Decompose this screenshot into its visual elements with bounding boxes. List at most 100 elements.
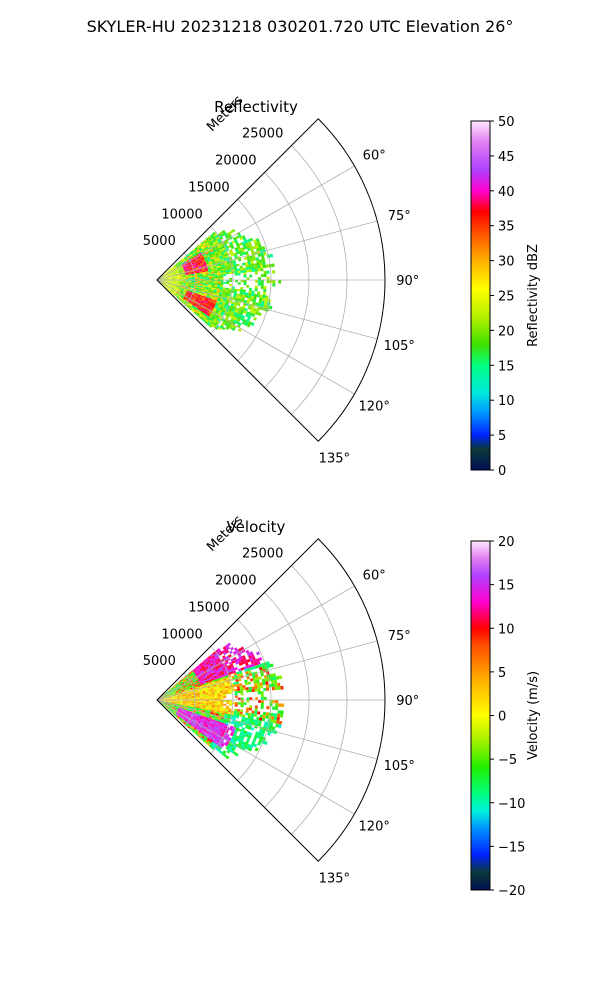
radar-gate xyxy=(177,268,181,271)
radar-gate xyxy=(214,655,219,659)
radar-gate xyxy=(173,686,177,689)
radar-gate xyxy=(188,304,192,307)
radar-gate xyxy=(177,688,181,691)
radar-gate xyxy=(215,302,220,306)
radar-gate xyxy=(223,703,227,706)
radar-gate xyxy=(234,702,238,705)
radar-gate xyxy=(242,243,247,248)
radar-gate xyxy=(248,244,253,248)
radar-gate xyxy=(164,703,168,705)
radar-gate xyxy=(211,691,215,694)
radar-gate xyxy=(164,275,168,277)
radar-gate xyxy=(178,689,182,692)
radar-gate xyxy=(168,702,172,704)
radar-gate xyxy=(240,704,244,708)
radar-gate xyxy=(182,685,186,688)
radar-gate xyxy=(166,286,169,289)
radar-gate xyxy=(184,714,188,717)
radar-gate xyxy=(261,717,266,722)
radar-gate xyxy=(197,683,201,686)
radar-gate xyxy=(218,240,222,244)
radar-gate xyxy=(275,700,279,704)
radar-gate xyxy=(227,263,231,266)
radar-gate xyxy=(228,284,232,287)
radar-gate xyxy=(217,233,221,237)
radar-gate xyxy=(233,682,237,685)
radar-gate xyxy=(249,744,254,749)
radar-gate xyxy=(171,709,175,712)
radar-gate xyxy=(245,746,250,751)
radar-gate xyxy=(190,268,194,271)
radar-gate xyxy=(202,269,206,272)
radar-gate xyxy=(215,254,220,258)
radar-gate xyxy=(203,695,207,698)
radial-tick-label: 20000 xyxy=(215,154,256,169)
radar-gate xyxy=(244,742,249,747)
radar-gate xyxy=(259,262,263,266)
radar-gate xyxy=(228,309,232,313)
radar-gate xyxy=(162,276,166,278)
radar-gate xyxy=(210,290,214,293)
radar-gate xyxy=(255,651,260,656)
radar-gate xyxy=(268,305,273,310)
radar-gate xyxy=(181,294,185,297)
radar-gate xyxy=(185,684,189,687)
radar-gate xyxy=(180,715,184,719)
radar-gate xyxy=(198,258,202,262)
radial-tick-label: 25000 xyxy=(242,127,283,142)
radar-gate xyxy=(176,712,180,715)
radar-gate xyxy=(240,317,245,322)
radar-gate xyxy=(178,714,182,717)
radar-gate xyxy=(161,703,164,706)
radar-gate xyxy=(188,696,192,698)
radar-gate xyxy=(210,688,214,691)
radar-gate xyxy=(228,314,233,319)
radar-gate xyxy=(239,731,244,736)
radar-gate xyxy=(251,689,255,693)
radar-gate xyxy=(182,275,186,277)
radar-gate xyxy=(168,288,171,291)
radar-gate xyxy=(223,725,228,729)
radar-gate xyxy=(168,278,172,280)
colorbar-tick-label: 40 xyxy=(498,185,515,200)
radar-gate xyxy=(168,270,172,273)
radar-gate xyxy=(258,259,263,263)
radar-gate xyxy=(194,246,198,250)
radar-gate xyxy=(209,302,214,305)
radar-gate xyxy=(174,263,178,266)
radar-gate xyxy=(204,299,208,303)
radar-gate xyxy=(271,686,275,691)
radar-gate xyxy=(212,735,216,739)
radar-gate xyxy=(173,692,176,694)
radar-gate xyxy=(202,285,206,287)
radar-gate xyxy=(162,701,166,704)
radar-gate xyxy=(159,697,163,699)
radar-gate xyxy=(207,256,211,260)
radar-gate xyxy=(259,736,264,740)
radar-gate xyxy=(217,280,221,282)
radar-gate xyxy=(204,267,208,270)
radar-gate xyxy=(253,316,257,321)
radar-gate xyxy=(179,694,183,697)
radar-gate xyxy=(173,273,177,276)
radar-gate xyxy=(183,261,187,264)
radial-tick-label: 15000 xyxy=(188,600,229,615)
radar-gate xyxy=(225,707,229,711)
radar-gate xyxy=(189,291,193,294)
radar-gate xyxy=(196,689,200,692)
radar-gate xyxy=(212,303,216,306)
radar-gate xyxy=(194,671,198,675)
radar-gate xyxy=(203,682,207,686)
radar-gate xyxy=(185,692,189,695)
radar-gate xyxy=(260,702,264,706)
radar-gate xyxy=(234,317,238,321)
radar-gate xyxy=(203,684,207,687)
radar-gate xyxy=(236,683,240,687)
radar-gate xyxy=(174,709,178,712)
radar-gate xyxy=(177,688,181,691)
radar-gate xyxy=(225,287,229,291)
radar-gate xyxy=(202,690,206,693)
radar-gate xyxy=(174,714,177,718)
radar-gate xyxy=(199,271,203,273)
radar-gate xyxy=(185,273,189,276)
